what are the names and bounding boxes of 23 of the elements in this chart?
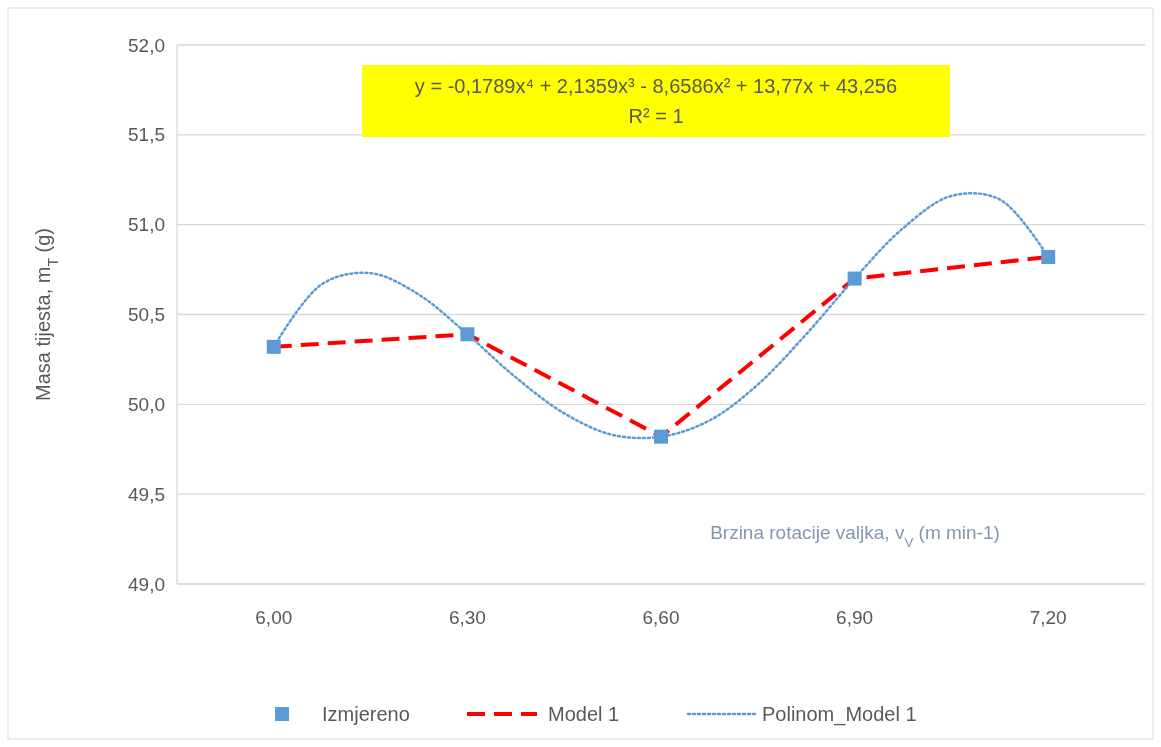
- legend-label: Model 1: [548, 703, 620, 725]
- x-tick-label: 6,90: [836, 607, 874, 628]
- y-tick-label: 52,0: [128, 34, 165, 56]
- point: [847, 271, 862, 286]
- y-tick-label: 50,0: [128, 393, 165, 415]
- y-tick-label: 51,5: [128, 124, 165, 146]
- legend-label: Izmjereno: [322, 703, 410, 725]
- y-tick-label: 51,0: [128, 214, 165, 236]
- y-tick-label: 50,5: [128, 304, 165, 326]
- annotation: y = -0,1789x⁴ + 2,1359x³ - 8,6586x² + 13,77x + 43,256: [414, 75, 898, 97]
- point: [266, 339, 281, 354]
- x-axis-title: Brzina rotacije valjka, v$_{V}$ (m min-1): [710, 522, 1000, 550]
- x-tick-label: 6,00: [255, 607, 293, 628]
- point: [1041, 250, 1056, 265]
- legend-label: Polinom_Model 1: [762, 703, 917, 726]
- y-tick-label: 49,0: [128, 573, 165, 595]
- point: [460, 327, 475, 342]
- x-tick-label: 6,60: [642, 607, 680, 628]
- annotation: R² = 1: [628, 105, 684, 127]
- x-tick-label: 6,30: [448, 607, 486, 628]
- y-tick-label: 49,5: [128, 483, 165, 505]
- x-tick-label: 7,20: [1029, 607, 1067, 628]
- point: [654, 429, 668, 444]
